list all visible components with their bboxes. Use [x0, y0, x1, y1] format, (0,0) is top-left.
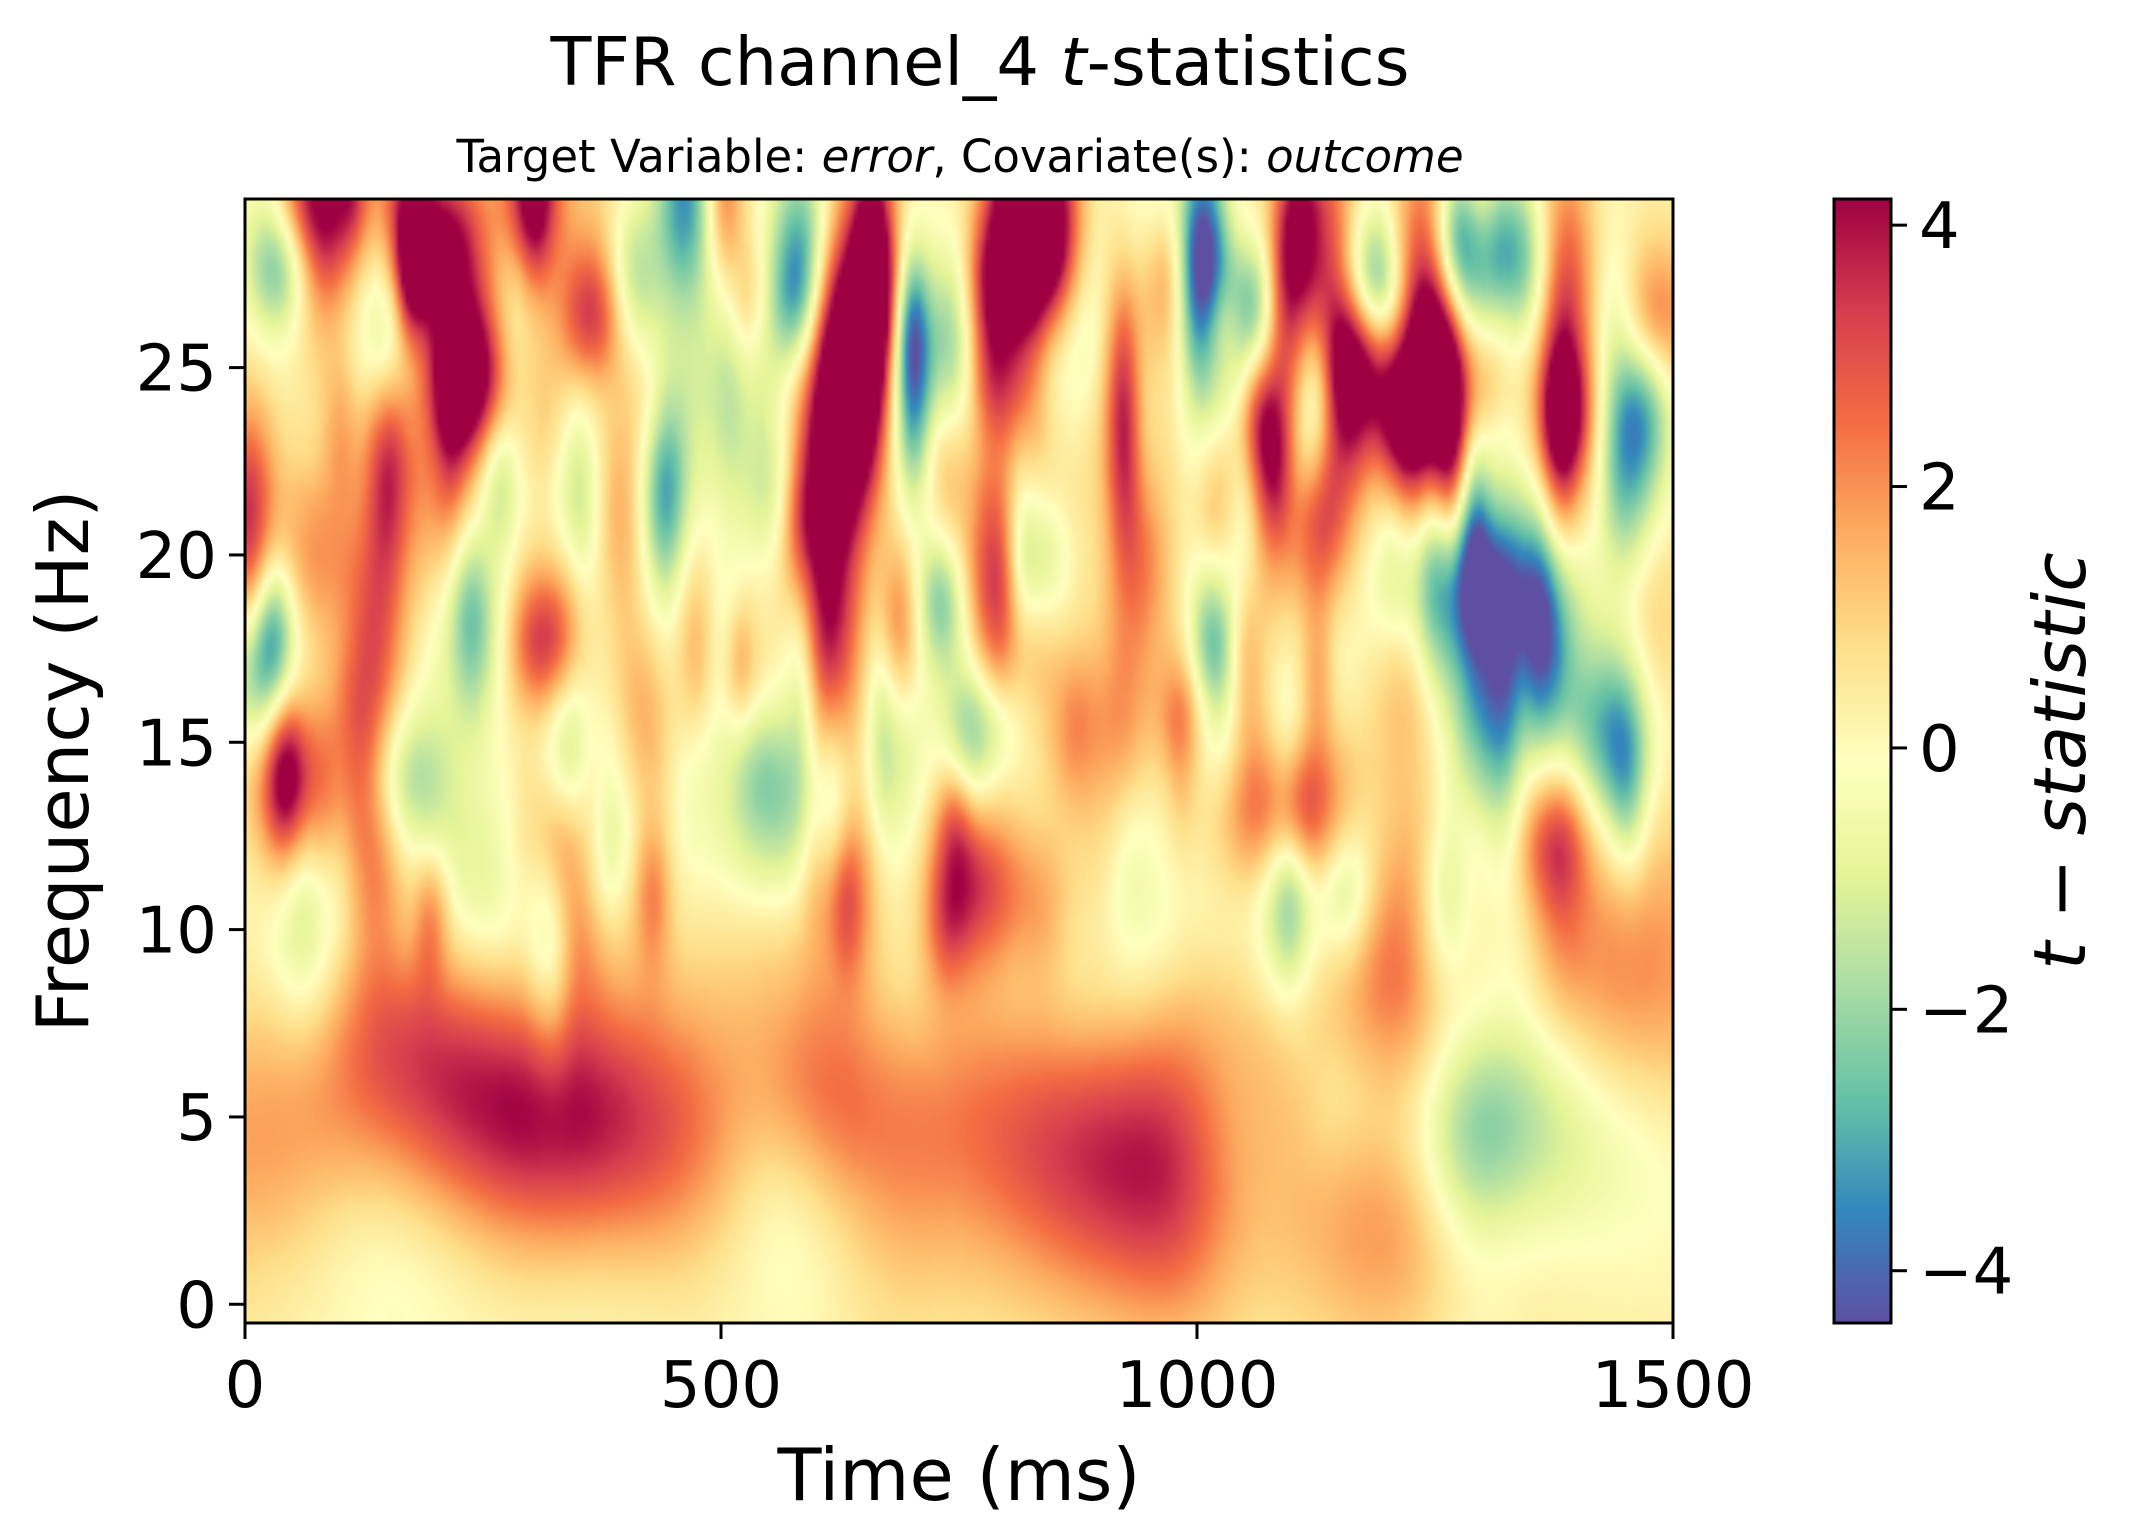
colorbar-tick-label: −2	[1919, 974, 2013, 1048]
chart-subtitle-part1: Target Variable:	[455, 130, 821, 183]
y-tick-label: 0	[176, 1269, 217, 1343]
colorbar-tick-label: 0	[1919, 713, 1960, 787]
chart-subtitle-italic2: outcome	[1266, 130, 1464, 183]
plot-frame	[243, 197, 1675, 1325]
chart-title-italic: t	[1060, 23, 1089, 101]
y-tick-label: 10	[136, 895, 217, 969]
chart-subtitle-italic1: error	[822, 130, 935, 183]
x-tick-label: 500	[660, 1349, 782, 1423]
colorbar-tick-label: 2	[1919, 452, 1960, 526]
chart-subtitle: Target Variable: error, Covariate(s): ou…	[455, 130, 1463, 183]
y-tick-label: 25	[136, 333, 217, 407]
x-tick-label: 1500	[1592, 1349, 1755, 1423]
y-tick-label: 15	[136, 707, 217, 781]
x-tick-label: 1000	[1116, 1349, 1279, 1423]
heatmap-plot	[243, 197, 1675, 1325]
colorbar: 4 2 0 −2 −4	[1832, 190, 2013, 1325]
y-tick-label: 20	[136, 520, 217, 594]
colorbar-gradient	[1832, 197, 1893, 1325]
chart-title-prefix: TFR channel_4	[550, 23, 1061, 101]
x-axis-label: Time (ms)	[777, 1433, 1141, 1517]
y-axis-label: Frequency (Hz)	[21, 490, 105, 1033]
heatmap-image	[245, 199, 1673, 1323]
x-axis: 0 500 1000 1500	[225, 1323, 1755, 1423]
chart-title-suffix: -statistics	[1087, 23, 1410, 101]
y-axis: 0 5 10 15 20 25	[136, 333, 245, 1343]
colorbar-tick-label: −4	[1919, 1236, 2013, 1310]
colorbar-tick-label: 4	[1919, 190, 1960, 264]
chart-title: TFR channel_4 t-statistics	[550, 23, 1410, 101]
x-tick-label: 0	[225, 1349, 266, 1423]
y-tick-label: 5	[176, 1082, 217, 1156]
colorbar-label: t − statistic	[2018, 552, 2102, 970]
colorbar-ticks: 4 2 0 −2 −4	[1891, 190, 2013, 1310]
chart-subtitle-part2: , Covariate(s):	[932, 130, 1266, 183]
